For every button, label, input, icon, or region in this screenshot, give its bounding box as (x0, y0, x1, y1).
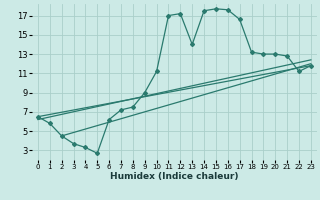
X-axis label: Humidex (Indice chaleur): Humidex (Indice chaleur) (110, 172, 239, 181)
